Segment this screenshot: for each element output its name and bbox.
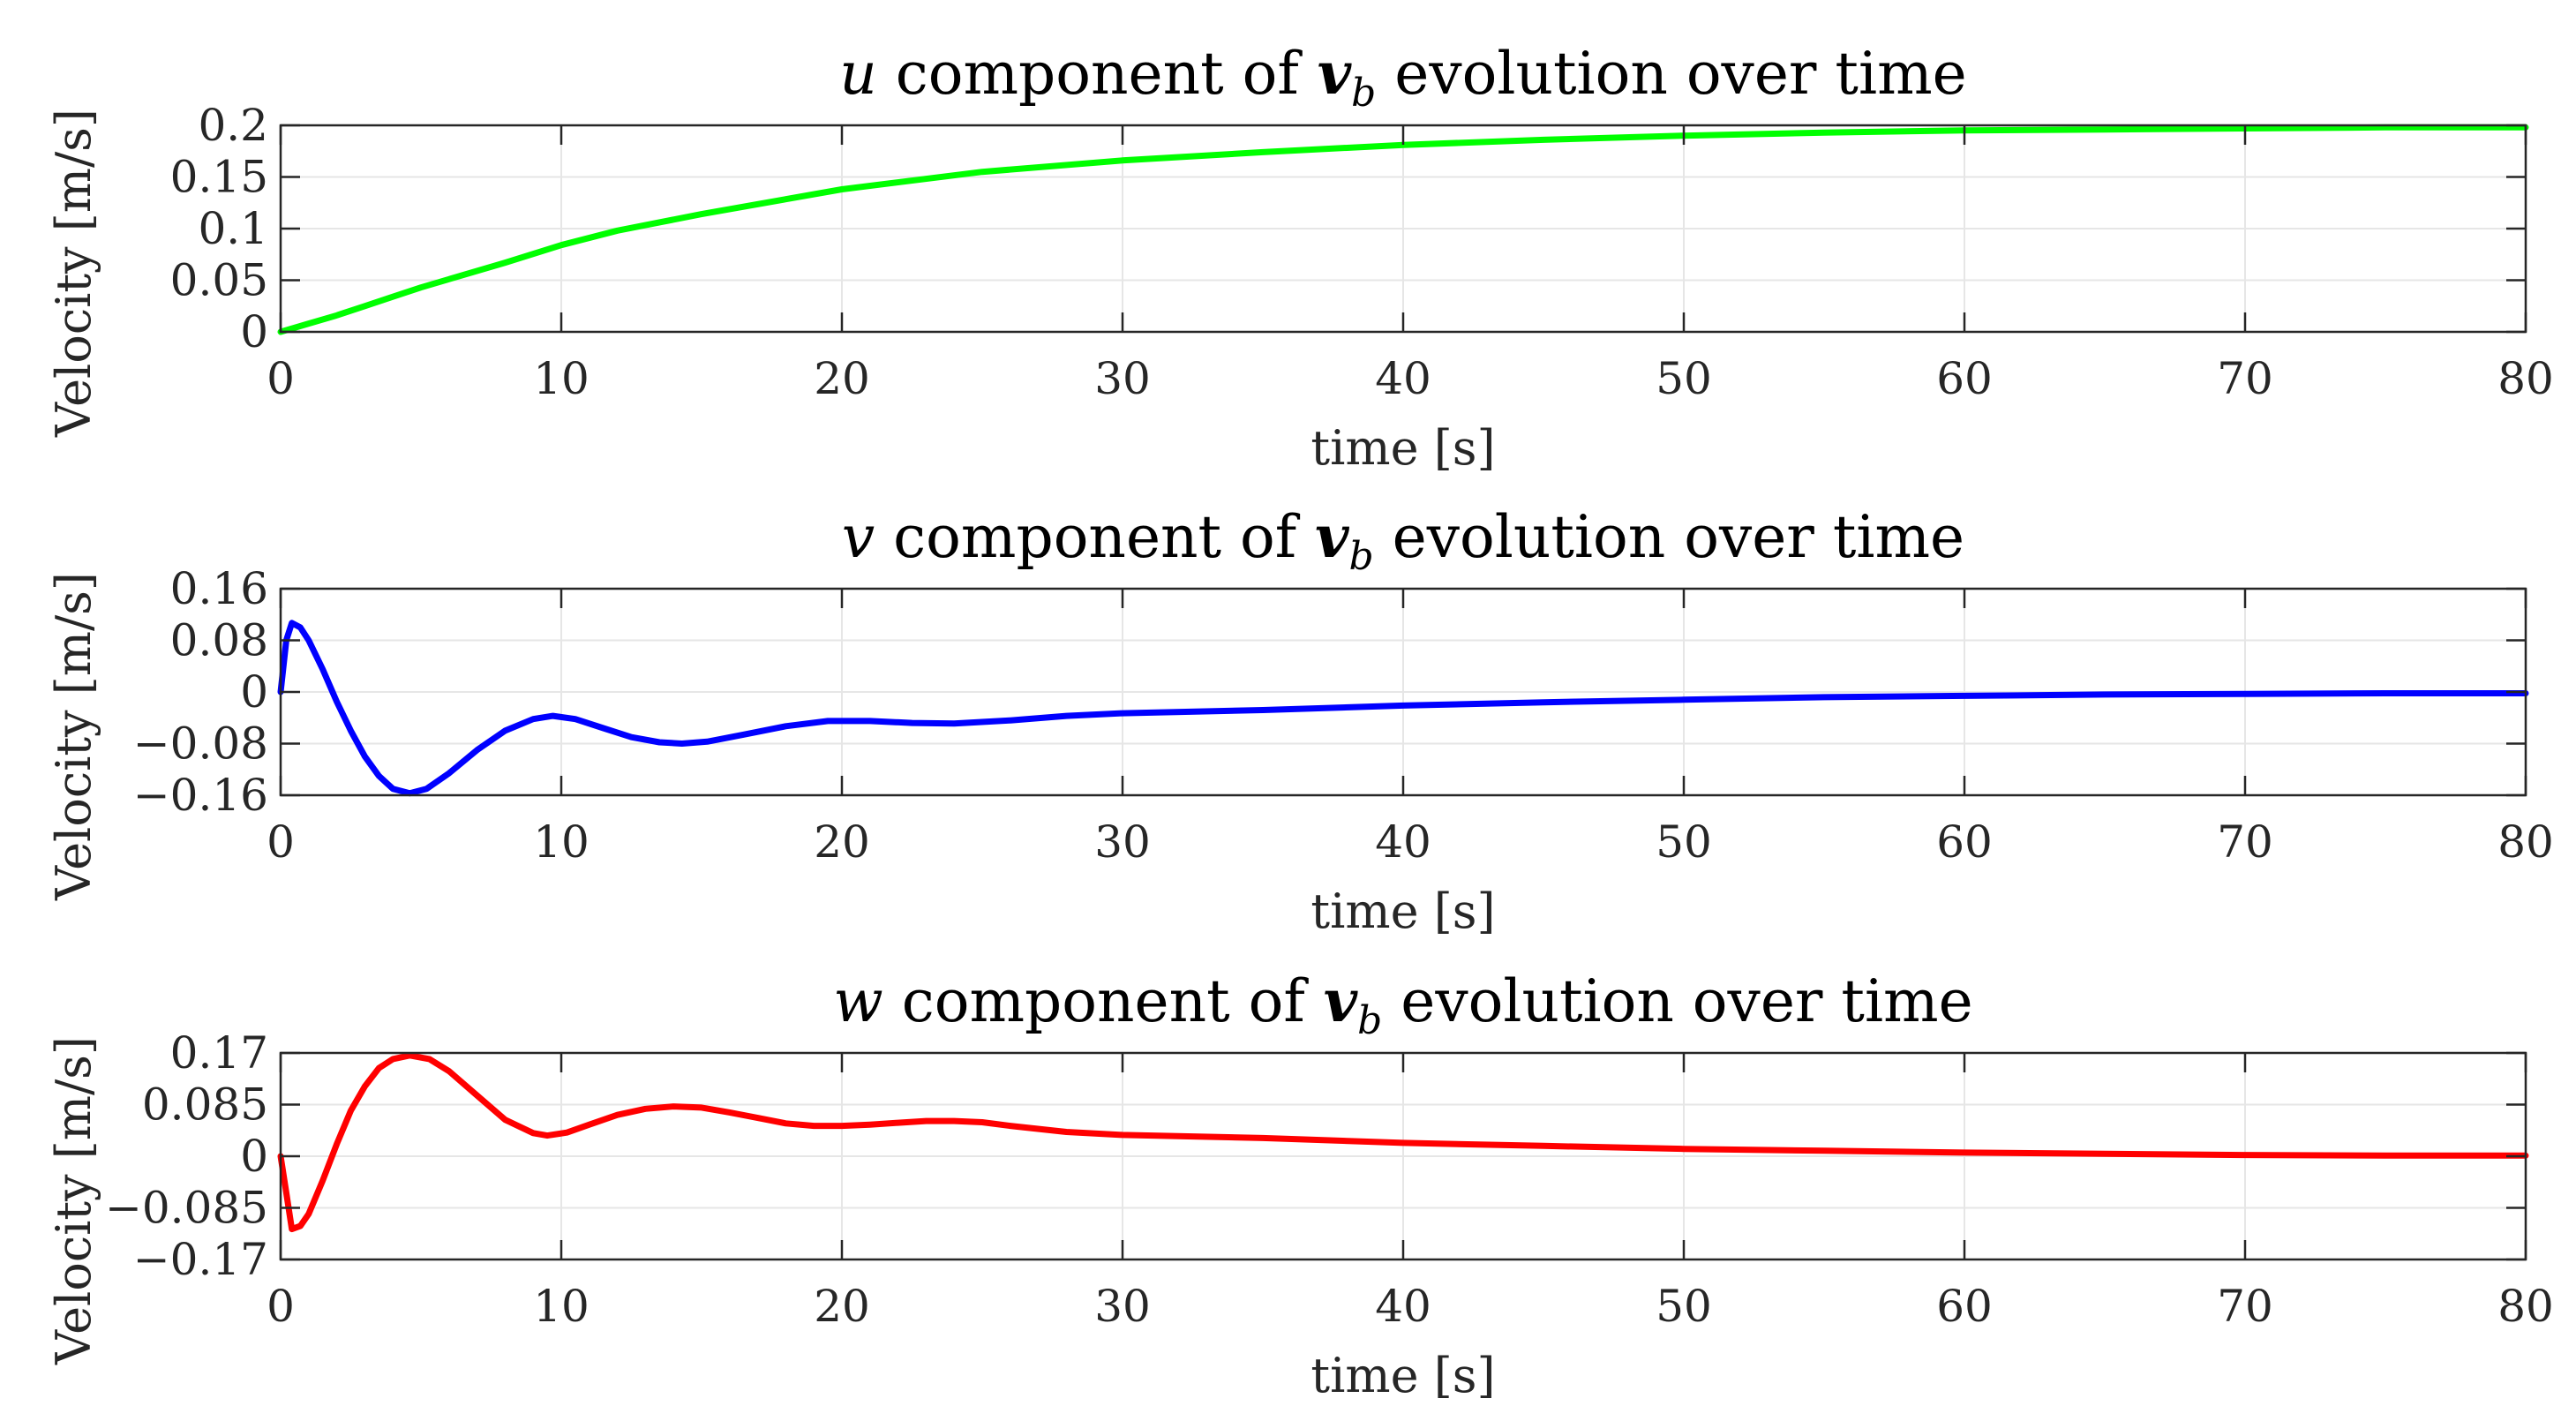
chart-title: w component of vb evolution over time bbox=[833, 966, 1972, 1043]
x-tick-label: 80 bbox=[2497, 353, 2554, 404]
title-rest: evolution over time bbox=[1382, 967, 1972, 1035]
x-tick-label: 10 bbox=[533, 816, 590, 868]
x-tick-label: 60 bbox=[1936, 816, 1993, 868]
x-tick-label: 20 bbox=[814, 816, 870, 868]
x-tick-label: 20 bbox=[814, 1281, 870, 1332]
y-tick-label: 0.05 bbox=[170, 255, 268, 306]
x-axis-label: time [s] bbox=[1311, 883, 1495, 939]
series-line bbox=[277, 1052, 2529, 1233]
subplot-1: u component of vb evolution over time 0 10… bbox=[46, 39, 2554, 476]
x-tick-label: 30 bbox=[1094, 353, 1151, 404]
y-tick-label: 0.08 bbox=[170, 615, 268, 666]
title-vector: v bbox=[1318, 39, 1352, 108]
x-axis-label: time [s] bbox=[1311, 1348, 1495, 1403]
x-tick-label: 70 bbox=[2217, 353, 2273, 404]
y-tick-label: −0.16 bbox=[133, 770, 268, 821]
x-tick-label: 80 bbox=[2497, 1281, 2554, 1332]
x-tick-label: 50 bbox=[1656, 1281, 1712, 1332]
x-tick-label: 70 bbox=[2217, 816, 2273, 868]
chart-title: u component of vb evolution over time bbox=[839, 39, 1966, 116]
y-tick-label: 0.17 bbox=[170, 1027, 268, 1079]
title-variable: w bbox=[833, 967, 883, 1035]
x-tick-label: 10 bbox=[533, 1281, 590, 1332]
x-tick-label: 40 bbox=[1375, 353, 1431, 404]
y-axis-label: Velocity [m/s] bbox=[46, 109, 101, 438]
x-tick-label: 80 bbox=[2497, 816, 2554, 868]
y-tick-label: 0.2 bbox=[198, 100, 268, 151]
y-tick-label: 0.15 bbox=[170, 152, 268, 203]
y-tick-label: 0 bbox=[240, 1131, 268, 1182]
title-text: component of bbox=[883, 967, 1324, 1035]
y-tick-label: 0 bbox=[240, 666, 268, 718]
title-vector: v bbox=[1315, 502, 1349, 571]
y-axis-label: Velocity [m/s] bbox=[46, 572, 101, 901]
subplot-3: w component of vb evolution over time 0 10… bbox=[46, 966, 2554, 1403]
series-line bbox=[277, 620, 2529, 797]
title-variable: u bbox=[839, 40, 877, 108]
chart-title: v component of vb evolution over time bbox=[842, 502, 1964, 579]
y-tick-label: 0.16 bbox=[170, 563, 268, 614]
y-axis-label: Velocity [m/s] bbox=[46, 1036, 101, 1365]
x-tick-label: 0 bbox=[267, 1281, 295, 1332]
title-text: component of bbox=[875, 503, 1315, 571]
series-line bbox=[277, 124, 2529, 335]
x-tick-label: 60 bbox=[1936, 1281, 1993, 1332]
title-text: component of bbox=[877, 40, 1318, 108]
y-tick-label: −0.17 bbox=[133, 1234, 268, 1285]
x-tick-label: 40 bbox=[1375, 816, 1431, 868]
title-variable: v bbox=[842, 503, 875, 571]
x-tick-label: 0 bbox=[267, 816, 295, 868]
title-subscript: b bbox=[1351, 71, 1376, 116]
x-tick-label: 10 bbox=[533, 353, 590, 404]
x-tick-label: 30 bbox=[1094, 1281, 1151, 1332]
title-subscript: b bbox=[1349, 534, 1374, 579]
title-rest: evolution over time bbox=[1376, 40, 1966, 108]
x-tick-label: 0 bbox=[267, 353, 295, 404]
title-vector: v bbox=[1324, 966, 1358, 1035]
x-tick-label: 50 bbox=[1656, 816, 1712, 868]
y-tick-label: 0.1 bbox=[198, 203, 268, 254]
x-tick-label: 70 bbox=[2217, 1281, 2273, 1332]
x-tick-label: 40 bbox=[1375, 1281, 1431, 1332]
y-tick-label: −0.085 bbox=[105, 1183, 268, 1234]
y-tick-label: 0.085 bbox=[142, 1079, 268, 1131]
title-rest: evolution over time bbox=[1374, 503, 1964, 571]
x-tick-label: 50 bbox=[1656, 353, 1712, 404]
y-tick-label: 0 bbox=[240, 306, 268, 357]
x-tick-label: 60 bbox=[1936, 353, 1993, 404]
y-tick-label: −0.08 bbox=[133, 718, 268, 770]
x-tick-label: 30 bbox=[1094, 816, 1151, 868]
title-subscript: b bbox=[1357, 998, 1382, 1043]
x-axis-label: time [s] bbox=[1311, 420, 1495, 476]
x-tick-label: 20 bbox=[814, 353, 870, 404]
